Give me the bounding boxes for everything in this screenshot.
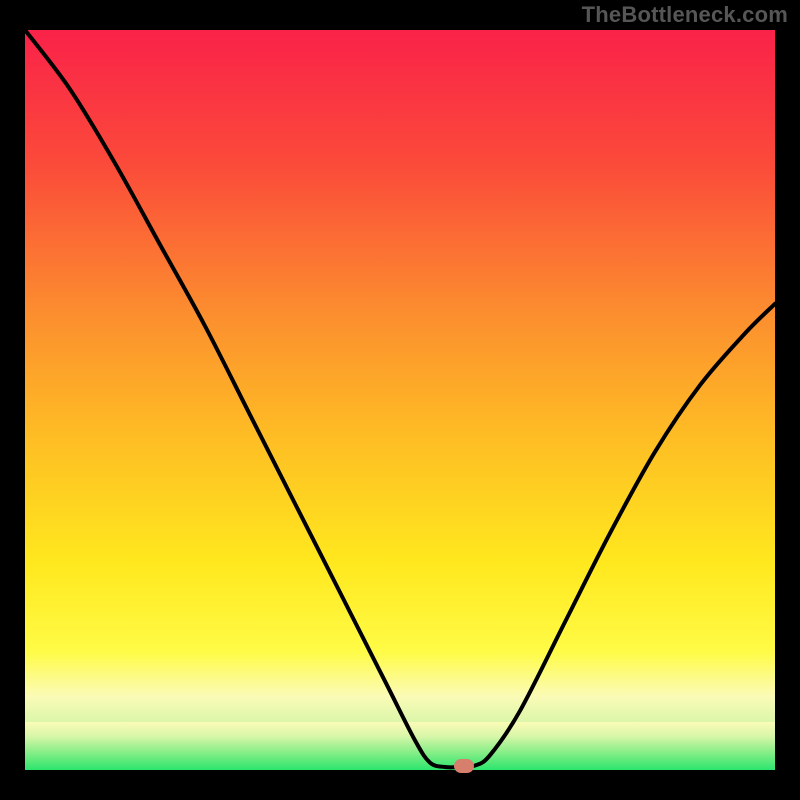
- plot-gradient-background: [25, 30, 775, 770]
- plot-bottom-band: [25, 722, 775, 770]
- chart-stage: TheBottleneck.com: [0, 0, 800, 800]
- optimum-marker: [454, 759, 474, 773]
- watermark-text: TheBottleneck.com: [582, 2, 788, 28]
